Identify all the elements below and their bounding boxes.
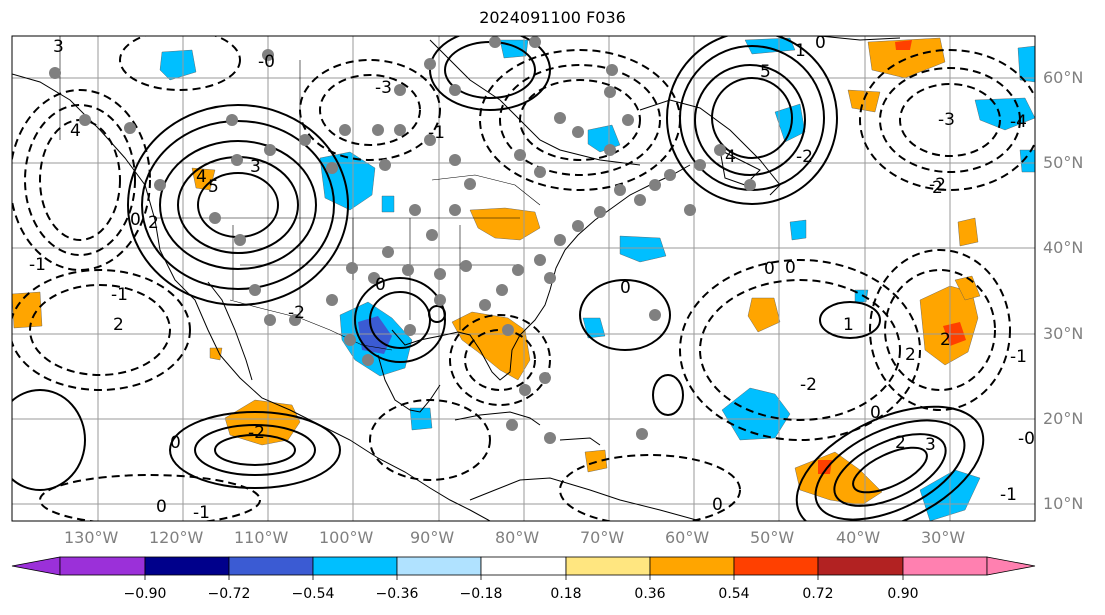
lon-label-120w: 120°W [149, 528, 204, 547]
lon-label-30w: 30°W [921, 528, 966, 547]
svg-text:-1: -1 [29, 255, 46, 275]
svg-text:2: 2 [895, 433, 906, 453]
map-title: 2024091100 F036 [479, 8, 626, 27]
svg-text:0: 0 [130, 210, 141, 230]
lat-label-20n: 20°N [1043, 409, 1084, 428]
svg-text:4: 4 [196, 167, 207, 187]
colorbar-tick-label: −0.72 [207, 586, 251, 602]
lon-label-60w: 60°W [665, 528, 710, 547]
svg-text:1: 1 [795, 41, 806, 61]
colorbar-tick-label: 0.18 [550, 586, 582, 602]
lon-label-40w: 40°W [836, 528, 881, 547]
lat-label-60n: 60°N [1043, 68, 1084, 87]
colorbar-tick-label: −0.54 [291, 586, 335, 602]
colorbar-tick-label: −0.18 [459, 586, 503, 602]
svg-text:-3: -3 [375, 78, 392, 98]
colorbar-extend-low [11, 556, 61, 576]
colorbar-tick-label: −0.36 [375, 586, 419, 602]
colorbar-tick-label: −0.90 [123, 586, 167, 602]
svg-text:0: 0 [620, 278, 631, 298]
svg-text:-2: -2 [248, 423, 265, 443]
lat-label-40n: 40°N [1043, 238, 1084, 257]
station-markers [49, 36, 756, 444]
svg-text:-2: -2 [288, 303, 305, 323]
svg-text:2: 2 [148, 213, 159, 233]
svg-text:4: 4 [725, 147, 736, 167]
lon-label-110w: 110°W [234, 528, 289, 547]
contour-labels: 3 4 5 3 2 0 -3 -2 -1 2 4 -4 5 -2 4 -3 -2… [29, 33, 1035, 523]
colorbar-extend-high [986, 556, 1036, 576]
svg-text:5: 5 [760, 62, 771, 82]
svg-text:0: 0 [785, 258, 796, 278]
svg-text:0: 0 [712, 495, 723, 515]
svg-text:-1: -1 [193, 503, 210, 523]
svg-text:0: 0 [375, 275, 386, 295]
svg-text:0: 0 [156, 497, 167, 517]
svg-text:-1: -1 [1000, 485, 1017, 505]
colorbar [11, 556, 1036, 580]
negative-contours [12, 36, 1035, 521]
colorbar-tick-label: 0.36 [634, 586, 666, 602]
lat-label-30n: 30°N [1043, 324, 1084, 343]
svg-text:3: 3 [925, 435, 936, 455]
svg-text:0: 0 [170, 433, 181, 453]
svg-text:-1: -1 [428, 123, 445, 143]
svg-text:5: 5 [208, 177, 219, 197]
colorbar-tick-label: 0.54 [718, 586, 750, 602]
colorbar-tick-label: 0.72 [802, 586, 834, 602]
svg-text:0: 0 [815, 33, 826, 53]
lon-label-70w: 70°W [580, 528, 625, 547]
graticule [12, 36, 1035, 521]
lon-label-80w: 80°W [495, 528, 540, 547]
lon-label-90w: 90°W [410, 528, 455, 547]
svg-text:2: 2 [905, 345, 916, 365]
svg-text:1: 1 [843, 315, 854, 335]
svg-text:3: 3 [53, 37, 64, 57]
svg-text:-1: -1 [1010, 347, 1027, 367]
lat-label-50n: 50°N [1043, 153, 1084, 172]
svg-text:-2: -2 [796, 147, 813, 167]
svg-text:2: 2 [932, 178, 943, 198]
svg-text:-0: -0 [1018, 429, 1035, 449]
svg-text:-3: -3 [938, 110, 955, 130]
svg-text:-4: -4 [1010, 112, 1027, 132]
lon-label-100w: 100°W [319, 528, 374, 547]
svg-text:4: 4 [70, 121, 81, 141]
svg-text:-2: -2 [800, 375, 817, 395]
svg-text:2: 2 [113, 315, 124, 335]
svg-text:0: 0 [870, 403, 881, 423]
lat-label-10n: 10°N [1043, 494, 1084, 513]
svg-text:2: 2 [940, 330, 951, 350]
map-frame [11, 35, 1036, 522]
svg-text:-1: -1 [111, 285, 128, 305]
colorbar-tick-label: 0.90 [887, 586, 919, 602]
svg-text:-0: -0 [258, 52, 275, 72]
svg-text:0: 0 [764, 259, 775, 279]
svg-text:-2: -2 [929, 175, 946, 195]
lon-label-130w: 130°W [64, 528, 119, 547]
lon-label-50w: 50°W [750, 528, 795, 547]
svg-text:3: 3 [250, 157, 261, 177]
